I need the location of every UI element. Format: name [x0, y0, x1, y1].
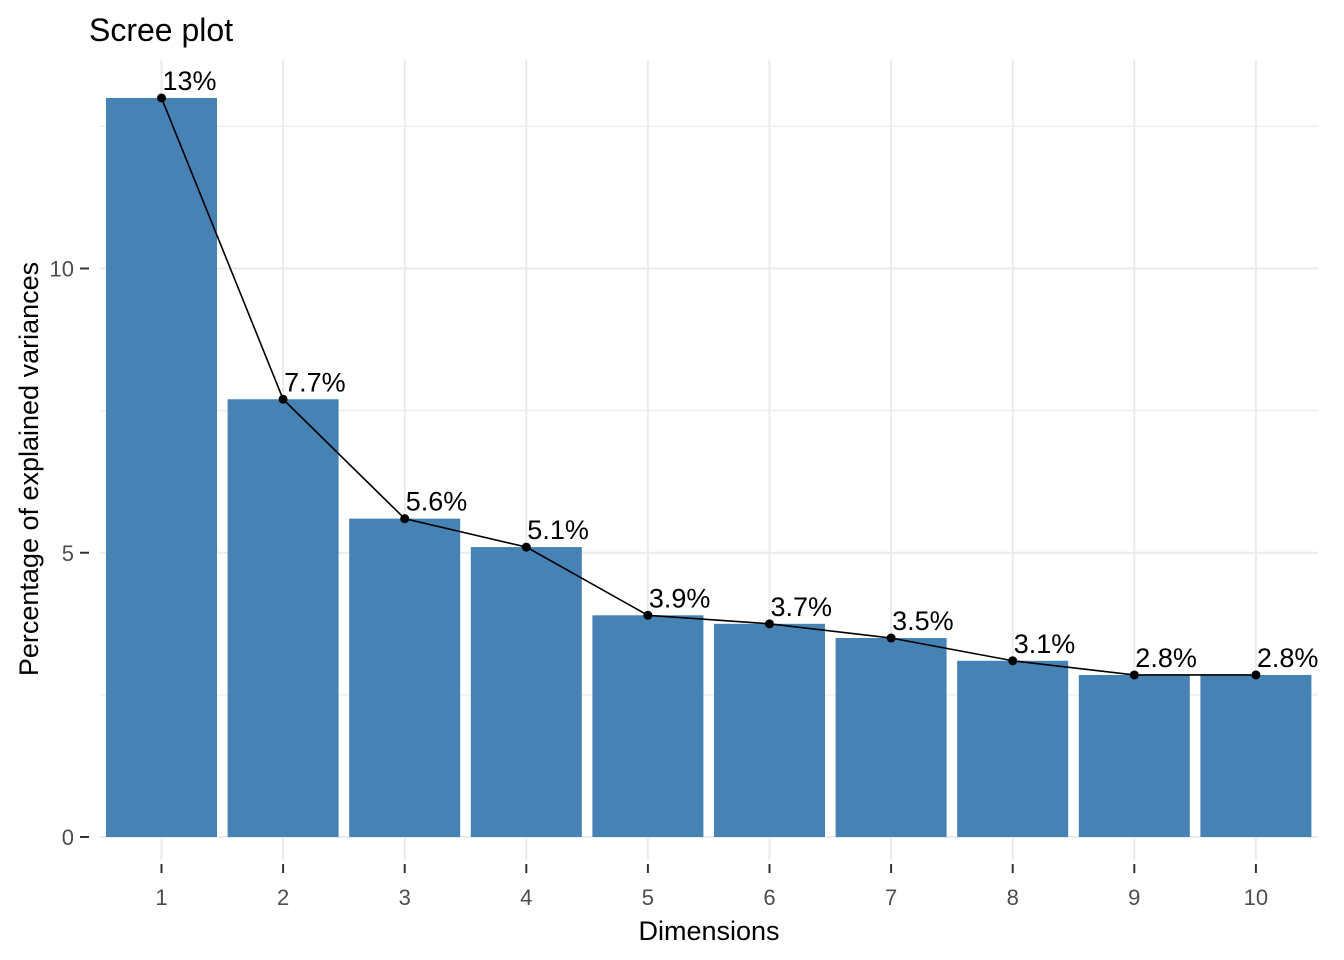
data-label-2: 7.7% — [284, 367, 346, 397]
bar-3 — [349, 518, 461, 837]
data-label-6: 3.7% — [771, 592, 833, 622]
point-10 — [1251, 670, 1261, 680]
chart-title: Scree plot — [89, 12, 233, 48]
y-axis-title: Percentage of explained variances — [14, 262, 44, 676]
point-2 — [278, 394, 288, 404]
bar-10 — [1200, 674, 1312, 837]
data-label-8: 3.1% — [1014, 629, 1076, 659]
x-tick-label: 5 — [642, 885, 654, 910]
point-8 — [1008, 656, 1018, 666]
point-1 — [157, 93, 166, 103]
bar-8 — [957, 660, 1069, 837]
x-axis-title: Dimensions — [638, 916, 779, 946]
x-tick-label: 10 — [1244, 885, 1268, 910]
point-5 — [643, 610, 653, 620]
trend-polyline — [160, 97, 1256, 676]
data-label-9: 2.8% — [1135, 643, 1197, 673]
data-label-10: 2.8% — [1257, 643, 1319, 673]
x-tick-label: 9 — [1128, 885, 1140, 910]
point-4 — [521, 542, 531, 552]
data-label-5: 3.9% — [649, 583, 711, 613]
data-label-3: 5.6% — [406, 487, 468, 517]
point-3 — [400, 514, 410, 524]
x-tick-label: 8 — [1007, 885, 1019, 910]
x-tick-label: 7 — [885, 885, 897, 910]
bar-9 — [1078, 674, 1190, 837]
data-labels: 13% 7.7% 5.6% 5.1% 3.9% 3.7% 3.5% 3.1% 2.8% 2.8% — [163, 66, 1319, 673]
x-tick-label: 2 — [277, 885, 289, 910]
x-tick-label: 1 — [155, 885, 167, 910]
x-axis: 1 2 3 4 5 6 7 8 9 10 — [155, 864, 1268, 910]
points — [157, 93, 1261, 680]
data-label-1: 13% — [163, 66, 217, 96]
bar-6 — [714, 623, 825, 837]
x-tick-label: 3 — [399, 885, 411, 910]
bar-1 — [106, 97, 217, 837]
point-6 — [765, 619, 774, 629]
point-9 — [1129, 670, 1139, 680]
bar-7 — [835, 638, 947, 837]
x-tick-label: 4 — [520, 885, 532, 910]
data-label-4: 5.1% — [527, 515, 589, 545]
bars — [106, 97, 1312, 837]
bar-5 — [592, 615, 704, 837]
y-tick-label: 10 — [50, 257, 74, 282]
x-tick-label: 6 — [763, 885, 775, 910]
y-axis: 0 5 10 — [50, 257, 89, 850]
y-tick-label: 0 — [62, 825, 74, 850]
data-label-7: 3.5% — [892, 606, 954, 636]
trend-line — [160, 97, 1256, 676]
point-7 — [886, 633, 896, 643]
y-tick-label: 5 — [62, 541, 74, 566]
bar-2 — [227, 399, 339, 837]
bar-4 — [470, 547, 582, 837]
